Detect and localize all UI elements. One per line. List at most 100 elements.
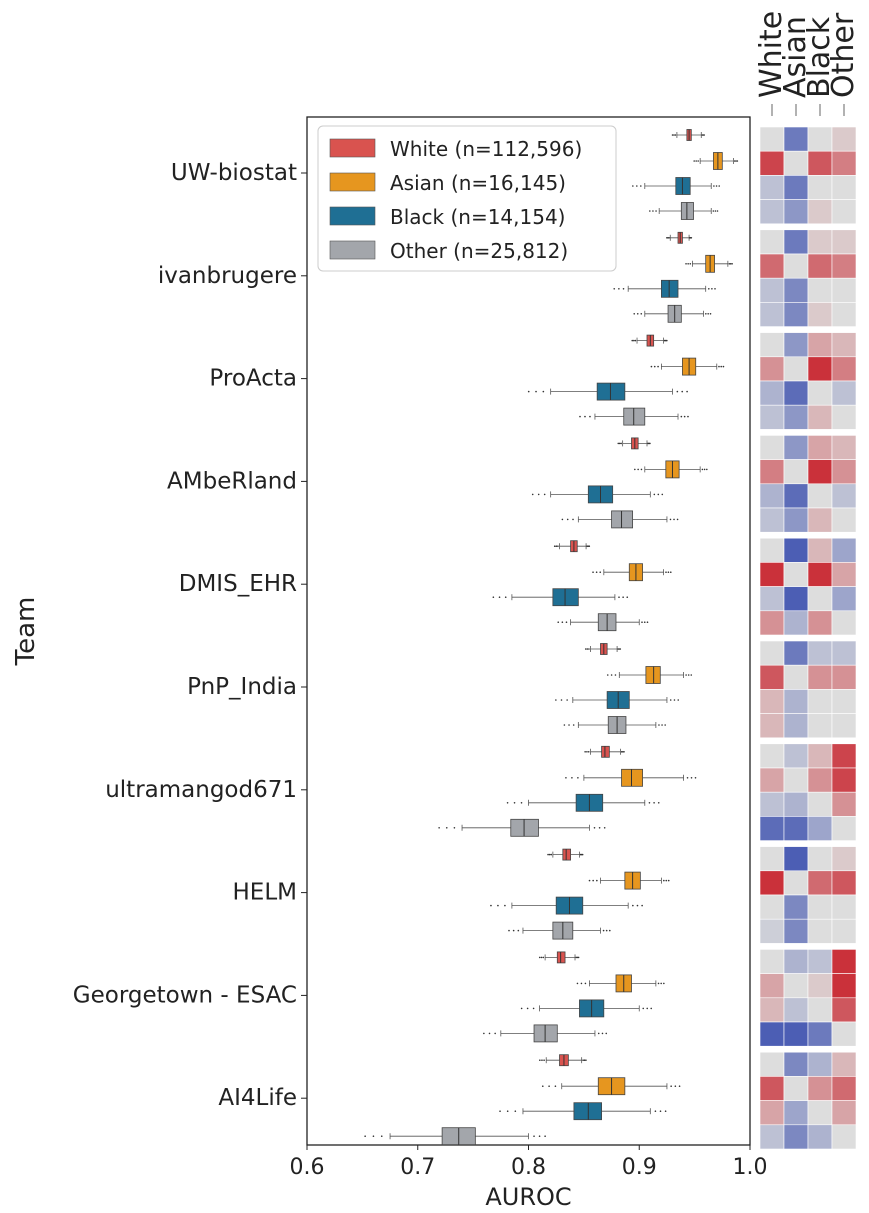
heatmap-cell <box>783 870 809 896</box>
heatmap-cell <box>807 640 833 666</box>
outlier-point <box>632 904 634 907</box>
heatmap-cell <box>831 404 857 430</box>
outlier-point <box>557 545 559 547</box>
outlier-point <box>669 571 672 573</box>
heatmap-cell <box>831 483 857 509</box>
heatmap-cell <box>807 1076 833 1101</box>
outlier-point <box>718 185 721 187</box>
heatmap-cell <box>759 949 785 974</box>
heatmap-cell <box>783 713 809 739</box>
heatmap-cell <box>783 791 809 817</box>
heatmap-cell <box>759 816 785 841</box>
outlier-point <box>579 415 581 418</box>
outlier-point <box>711 288 713 290</box>
outlier-point <box>614 674 617 676</box>
outlier-point <box>634 339 637 342</box>
outlier-point <box>728 263 731 265</box>
heatmap-cell <box>783 918 809 944</box>
outlier-point <box>690 674 693 676</box>
outlier-point <box>586 648 589 650</box>
outlier-point <box>526 1007 529 1010</box>
heatmap-cell <box>807 997 833 1023</box>
team-label: HELM <box>233 880 298 906</box>
outlier-point <box>565 777 567 779</box>
heatmap-cell <box>807 743 833 769</box>
outlier-point <box>703 468 706 471</box>
heatmap-cell <box>807 356 833 382</box>
outlier-point <box>620 751 623 753</box>
outlier-point <box>586 751 588 753</box>
heatmap-cell <box>807 846 833 872</box>
heatmap-cell <box>831 175 857 200</box>
outlier-point <box>592 571 594 573</box>
outlier-point <box>520 1007 523 1010</box>
outlier-point <box>541 1085 544 1087</box>
outlier-point <box>572 518 574 521</box>
outlier-point <box>618 288 620 290</box>
heatmap-cell <box>759 689 785 714</box>
outlier-point <box>634 468 636 471</box>
team-label: DMIS_EHR <box>179 571 297 597</box>
heatmap-cell <box>831 610 857 636</box>
team-label: ProActa <box>209 366 297 392</box>
outlier-point <box>650 365 653 368</box>
outlier-point <box>577 956 580 959</box>
outlier-point <box>535 390 537 393</box>
legend-label: White (n=112,596) <box>390 137 582 161</box>
heatmap-cell <box>783 404 809 430</box>
outlier-point <box>584 415 586 418</box>
outlier-point <box>640 468 643 471</box>
heatmap-cell <box>831 1124 857 1150</box>
outlier-point <box>494 1032 496 1035</box>
heatmap-cell <box>831 664 857 690</box>
heatmap-cell <box>759 1021 785 1047</box>
outlier-point <box>617 442 620 445</box>
outlier-point <box>622 288 625 290</box>
outlier-point <box>713 185 715 187</box>
outlier-point <box>653 365 656 368</box>
heatmap-cell <box>783 689 809 714</box>
heatmap-cell <box>783 356 809 382</box>
outlier-point <box>506 802 509 804</box>
heatmap-cell <box>783 483 809 509</box>
legend-swatch <box>329 240 376 260</box>
outlier-point <box>718 365 720 368</box>
heatmap-cell <box>783 253 809 279</box>
heatmap-cell <box>759 767 785 793</box>
outlier-point <box>577 777 579 779</box>
heatmap-cell <box>831 767 857 793</box>
heatmap-cell <box>759 973 785 999</box>
outlier-point <box>445 827 448 829</box>
outlier-point <box>680 415 683 418</box>
heatmap-cell <box>759 918 785 944</box>
heatmap-cell <box>807 767 833 793</box>
outlier-point <box>542 390 545 393</box>
outlier-point <box>653 493 656 496</box>
heatmap-cell <box>759 743 785 769</box>
heatmap-cell <box>807 586 833 612</box>
outlier-point <box>636 904 639 907</box>
heatmap-cell <box>807 713 833 739</box>
heatmap-cell <box>759 277 785 303</box>
outlier-point <box>649 210 651 212</box>
heatmap-cell <box>807 664 833 690</box>
outlier-point <box>571 777 573 779</box>
heatmap-cell <box>759 1076 785 1101</box>
outlier-point <box>584 982 587 985</box>
heatmap-cell <box>759 610 785 636</box>
outlier-point <box>690 777 693 779</box>
outlier-point <box>674 1085 677 1087</box>
heatmap-cell <box>783 126 809 152</box>
heatmap-cell <box>783 846 809 872</box>
outlier-point <box>582 1059 584 1061</box>
heatmap-cell <box>783 150 809 176</box>
heatmap-cell <box>831 870 857 896</box>
heatmap-cell <box>783 640 809 666</box>
heatmap-cell <box>807 816 833 841</box>
outlier-point <box>541 1059 543 1061</box>
outlier-point <box>453 827 456 829</box>
team-label: AMbeRland <box>167 468 297 494</box>
outlier-point <box>504 596 507 598</box>
